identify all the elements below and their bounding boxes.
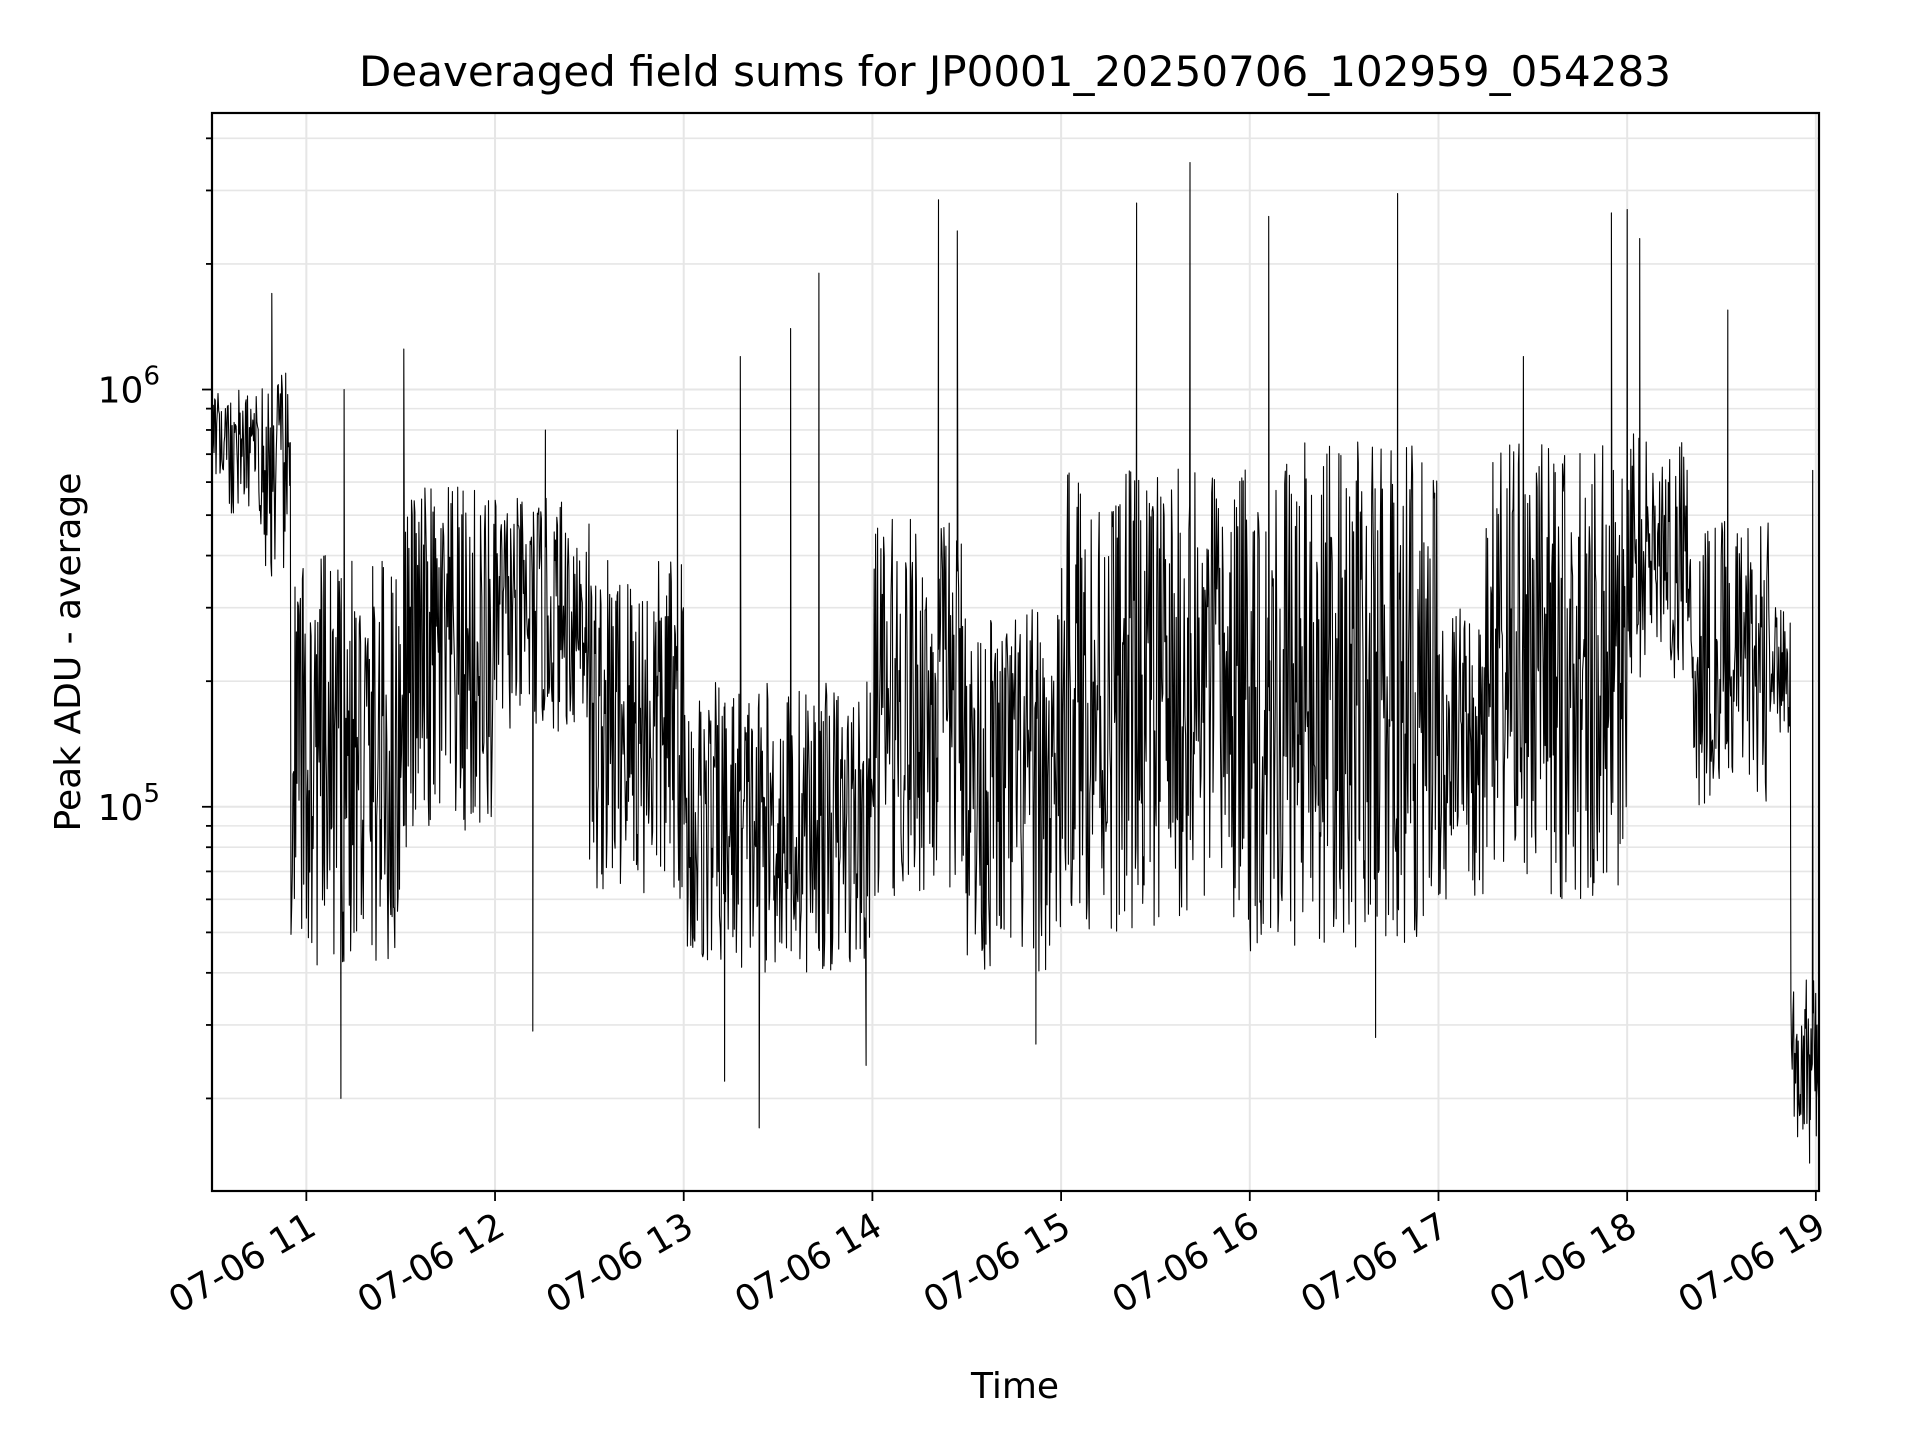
series-line bbox=[211, 161, 1820, 1164]
y-tick-exponent: 6 bbox=[143, 362, 160, 392]
chart-title: Deaveraged field sums for JP0001_2025070… bbox=[359, 47, 1671, 96]
x-axis-label: Time bbox=[970, 1366, 1059, 1407]
y-tick-exponent: 5 bbox=[143, 779, 160, 809]
y-axis-label: Peak ADU - average bbox=[48, 473, 89, 832]
plot-data bbox=[211, 161, 1820, 1164]
plot-frame bbox=[210, 111, 1821, 1193]
y-tick-label: 106 bbox=[98, 362, 160, 412]
